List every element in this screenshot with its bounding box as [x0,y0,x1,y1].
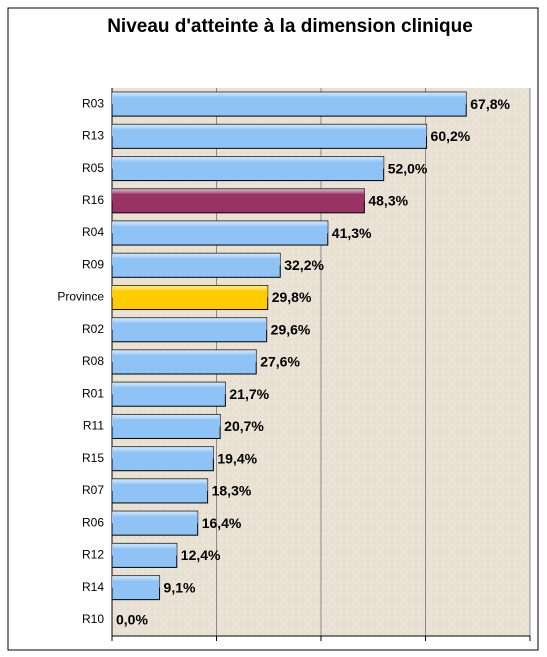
value-label: 21,7% [229,386,269,402]
chart-title: Niveau d'atteinte à la dimension cliniqu… [107,16,473,37]
y-tick-label: R15 [82,451,104,465]
bar [111,285,269,311]
value-label: 67,8% [470,96,510,112]
bar [111,381,226,407]
bar [111,123,428,149]
bar [111,413,221,439]
y-tick-label: R16 [82,193,104,207]
value-label: 41,3% [332,225,372,241]
bar [111,317,268,343]
y-tick-label: Province [57,290,104,304]
bar [111,91,467,117]
value-label: 32,2% [284,257,324,273]
y-tick-label: R02 [82,322,104,336]
y-tick-label: R09 [82,257,104,271]
y-tick-label: R12 [82,548,104,562]
value-label: 20,7% [224,418,264,434]
y-tick-label: R10 [82,612,104,626]
value-label: 27,6% [260,354,300,370]
bar [111,188,365,214]
value-label: 0,0% [116,612,148,628]
y-tick-label: R04 [82,225,104,239]
bar [111,446,214,472]
bar [111,510,199,536]
y-tick-label: R03 [82,96,104,110]
value-label: 16,4% [202,515,242,531]
value-label: 52,0% [388,160,428,176]
value-label: 29,6% [271,321,311,337]
bar [111,349,257,375]
y-tick-label: R11 [83,419,104,433]
bar [111,542,178,568]
bar [111,156,385,182]
value-label: 29,8% [272,289,312,305]
bar [111,220,329,246]
bar [111,575,161,601]
value-label: 48,3% [368,193,408,209]
bar [111,478,209,504]
y-tick-label: R14 [82,580,104,594]
value-label: 18,3% [212,483,252,499]
value-label: 19,4% [217,450,257,466]
y-tick-label: R01 [82,386,104,400]
y-tick-label: R07 [82,483,104,497]
value-label: 12,4% [181,547,221,563]
y-tick-label: R05 [82,161,104,175]
y-tick-label: R13 [82,129,104,143]
bar [111,252,281,278]
value-label: 60,2% [431,128,471,144]
y-tick-label: R08 [82,354,104,368]
value-label: 9,1% [164,579,196,595]
y-tick-label: R06 [82,515,104,529]
